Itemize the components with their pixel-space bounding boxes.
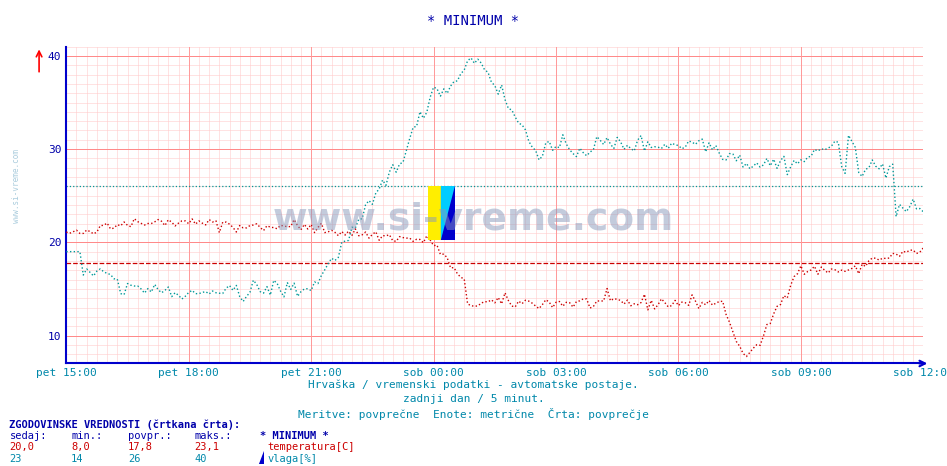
Text: vlaga[%]: vlaga[%] — [267, 454, 317, 464]
Bar — [441, 186, 455, 240]
Text: temperatura[C]: temperatura[C] — [267, 442, 354, 452]
Text: Meritve: povprečne  Enote: metrične  Črta: povprečje: Meritve: povprečne Enote: metrične Črta:… — [298, 408, 649, 420]
Text: 40: 40 — [194, 454, 206, 464]
Text: maks.:: maks.: — [194, 431, 232, 440]
Text: povpr.:: povpr.: — [128, 431, 171, 440]
Polygon shape — [259, 451, 264, 464]
Bar — [428, 186, 441, 240]
Text: 17,8: 17,8 — [128, 442, 152, 452]
Text: sedaj:: sedaj: — [9, 431, 47, 440]
Text: www.si-vreme.com: www.si-vreme.com — [273, 201, 674, 237]
Text: Hrvaška / vremenski podatki - avtomatske postaje.: Hrvaška / vremenski podatki - avtomatske… — [308, 380, 639, 391]
Text: zadnji dan / 5 minut.: zadnji dan / 5 minut. — [402, 394, 545, 404]
Text: ZGODOVINSKE VREDNOSTI (črtkana črta):: ZGODOVINSKE VREDNOSTI (črtkana črta): — [9, 419, 241, 430]
Text: min.:: min.: — [71, 431, 102, 440]
Polygon shape — [441, 186, 455, 240]
Text: 20,0: 20,0 — [9, 442, 34, 452]
Text: 14: 14 — [71, 454, 83, 464]
Text: 23,1: 23,1 — [194, 442, 219, 452]
Text: 26: 26 — [128, 454, 140, 464]
Text: * MINIMUM *: * MINIMUM * — [427, 14, 520, 28]
Text: 8,0: 8,0 — [71, 442, 90, 452]
Text: www.si-vreme.com: www.si-vreme.com — [12, 150, 22, 223]
Text: * MINIMUM *: * MINIMUM * — [260, 431, 330, 440]
Text: 23: 23 — [9, 454, 22, 464]
